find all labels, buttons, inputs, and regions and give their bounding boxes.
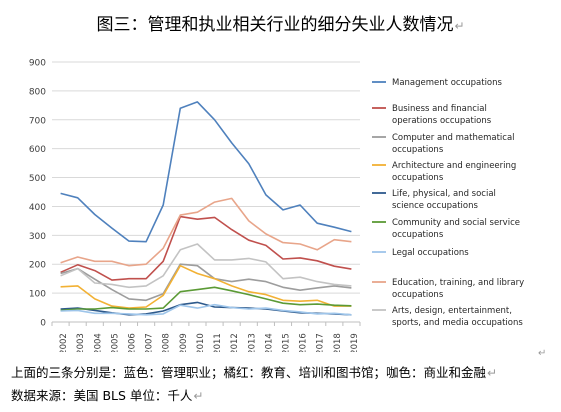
legend-label-line: Life, physical, and social xyxy=(392,189,496,199)
legend-label-line: Community and social service xyxy=(392,218,520,228)
series-line-4 xyxy=(60,264,352,309)
series-line-7 xyxy=(60,303,352,316)
series-line-9 xyxy=(60,243,352,289)
paragraph-mark-chart: ↵ xyxy=(538,348,547,359)
x-tick-label: 2018 xyxy=(333,333,343,352)
figure-title-text: 图三：管理和执业相关行业的细分失业人数情况 xyxy=(96,15,454,35)
legend-label-line: Management occupations xyxy=(392,78,503,88)
y-tick-label: 500 xyxy=(29,174,46,184)
x-tick-label: 2015 xyxy=(282,333,292,352)
legend-label-line: occupations xyxy=(392,230,444,240)
series-line-8 xyxy=(60,197,352,267)
x-tick-label: 2009 xyxy=(179,333,189,352)
paragraph-mark-caption1: ↵ xyxy=(487,366,498,380)
y-tick-label: 700 xyxy=(29,116,46,126)
legend-label-line: sports, and media occupations xyxy=(392,318,523,328)
x-tick-label: 2016 xyxy=(299,333,309,352)
paragraph-mark-title: ↵ xyxy=(454,19,465,33)
x-tick-label: 2013 xyxy=(247,333,257,352)
caption-source-units-text: 数据来源：美国 BLS 单位：千人 xyxy=(11,388,193,403)
x-tick-label: 2004 xyxy=(93,333,103,352)
x-tick-label: 2006 xyxy=(128,333,138,352)
caption-series-colors-text: 上面的三条分别是：蓝色：管理职业；橘红：教育、培训和图书馆；咖色：商业和金融 xyxy=(11,365,487,380)
y-tick-label: 0 xyxy=(40,319,46,329)
x-tick-label: 2002 xyxy=(59,333,69,352)
legend-label-line: Arts, design, entertainment, xyxy=(392,306,512,316)
legend-label: Computer and mathematical occupations xyxy=(392,133,515,155)
legend-label-line: Architecture and engineering xyxy=(392,161,516,171)
series-line-2 xyxy=(60,215,352,281)
y-tick-label: 800 xyxy=(29,87,46,97)
x-axis-ticks: 2002 2003 2004 2005 2006 2007 2008 2009 2010 2011… xyxy=(51,322,361,352)
y-tick-label: 900 xyxy=(29,59,46,69)
x-tick-label: 2017 xyxy=(316,333,326,352)
legend: Management occupations Business and finan… xyxy=(372,78,524,328)
x-tick-label: 2011 xyxy=(213,333,223,352)
paragraph-mark-caption2: ↵ xyxy=(193,389,204,403)
x-tick-label: 2003 xyxy=(76,333,86,352)
y-tick-label: 200 xyxy=(29,261,46,271)
y-tick-label: 300 xyxy=(29,232,46,242)
x-tick-label: 2005 xyxy=(110,333,120,352)
legend-label: Community and social service occupations xyxy=(392,218,520,240)
series-line-6 xyxy=(60,286,352,312)
x-tick-label: 2007 xyxy=(145,333,155,352)
legend-label: Management occupations xyxy=(392,78,503,88)
caption-series-colors: 上面的三条分别是：蓝色：管理职业；橘红：教育、培训和图书馆；咖色：商业和金融↵ xyxy=(11,362,497,381)
legend-label: Legal occupations xyxy=(392,248,469,258)
legend-label: Arts, design, entertainment, sports, and … xyxy=(392,306,523,328)
y-tick-label: 600 xyxy=(29,145,46,155)
series-lines xyxy=(60,101,352,316)
caption-source-units: 数据来源：美国 BLS 单位：千人↵ xyxy=(11,385,203,404)
legend-label: Life, physical, and social science occupa… xyxy=(392,189,496,211)
legend-label: Education, training, and library occupati… xyxy=(392,278,524,300)
series-line-1 xyxy=(60,101,352,243)
legend-label: Architecture and engineering occupations xyxy=(392,161,516,183)
legend-label-line: Business and financial xyxy=(392,104,487,114)
legend-label-line: occupations xyxy=(392,290,444,300)
legend-label-line: occupations xyxy=(392,145,444,155)
legend-label-line: science occupations xyxy=(392,201,479,211)
figure-title: 图三：管理和执业相关行业的细分失业人数情况↵ xyxy=(0,10,561,35)
y-tick-label: 400 xyxy=(29,203,46,213)
x-tick-label: 2012 xyxy=(230,333,240,352)
legend-label: Business and financial operations occupat… xyxy=(392,104,492,126)
y-tick-label: 100 xyxy=(29,290,46,300)
legend-label-line: Computer and mathematical xyxy=(392,133,515,143)
legend-label-line: Education, training, and library xyxy=(392,278,524,288)
y-axis-ticks: 0 100 200 300 400 500 600 700 800 900 xyxy=(29,59,46,329)
x-tick-label: 2008 xyxy=(162,333,172,352)
legend-label-line: operations occupations xyxy=(392,116,492,126)
x-tick-label: 2010 xyxy=(196,333,206,352)
legend-label-line: Legal occupations xyxy=(392,248,469,258)
legend-label-line: occupations xyxy=(392,173,444,183)
x-tick-label: 2019 xyxy=(350,333,360,352)
x-tick-label: 2014 xyxy=(264,333,274,352)
series-line-3 xyxy=(60,263,352,302)
